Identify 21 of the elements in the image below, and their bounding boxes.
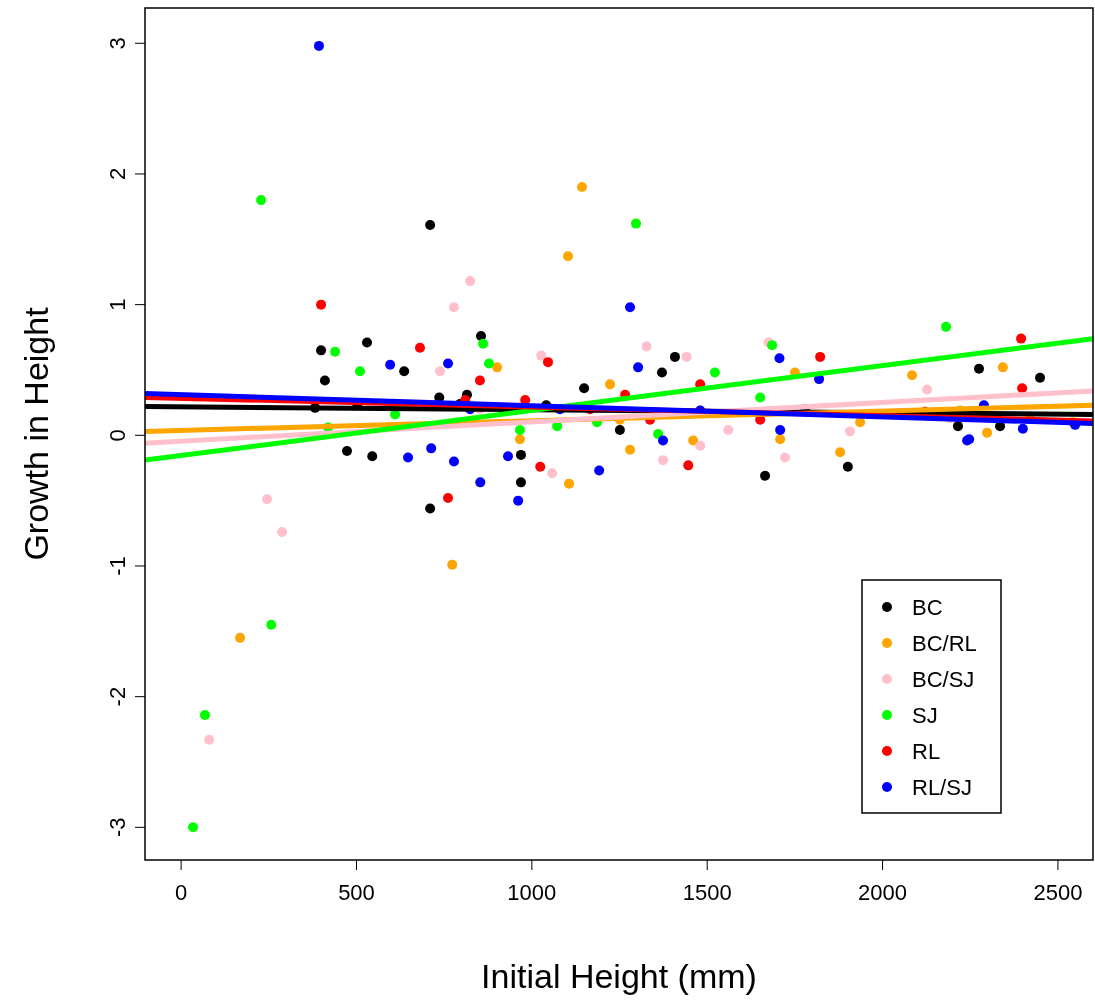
legend-label: RL bbox=[912, 739, 941, 764]
x-tick-label: 1000 bbox=[507, 880, 557, 905]
y-tick-label: 0 bbox=[105, 429, 130, 442]
y-tick-label: -2 bbox=[105, 686, 130, 707]
legend-label: BC bbox=[912, 595, 943, 620]
y-tick-label: -1 bbox=[105, 556, 130, 576]
x-tick-label: 1500 bbox=[682, 880, 732, 905]
legend-label: RL/SJ bbox=[912, 775, 972, 800]
y-tick-label: -3 bbox=[105, 817, 130, 838]
y-tick-label: 3 bbox=[105, 37, 130, 50]
x-tick-label: 2000 bbox=[858, 880, 908, 905]
y-axis-title: Growth in Height bbox=[17, 306, 55, 561]
x-tick-label: 2500 bbox=[1033, 880, 1083, 905]
x-tick-label: 500 bbox=[338, 880, 375, 905]
legend-label: BC/SJ bbox=[912, 667, 975, 692]
y-tick-label: 1 bbox=[105, 298, 130, 311]
x-tick-label: 0 bbox=[175, 880, 188, 905]
legend-label: SJ bbox=[912, 703, 938, 728]
legend-label: BC/RL bbox=[912, 631, 977, 656]
x-axis-title: Initial Height (mm) bbox=[481, 957, 757, 995]
y-tick-label: 2 bbox=[105, 167, 130, 181]
